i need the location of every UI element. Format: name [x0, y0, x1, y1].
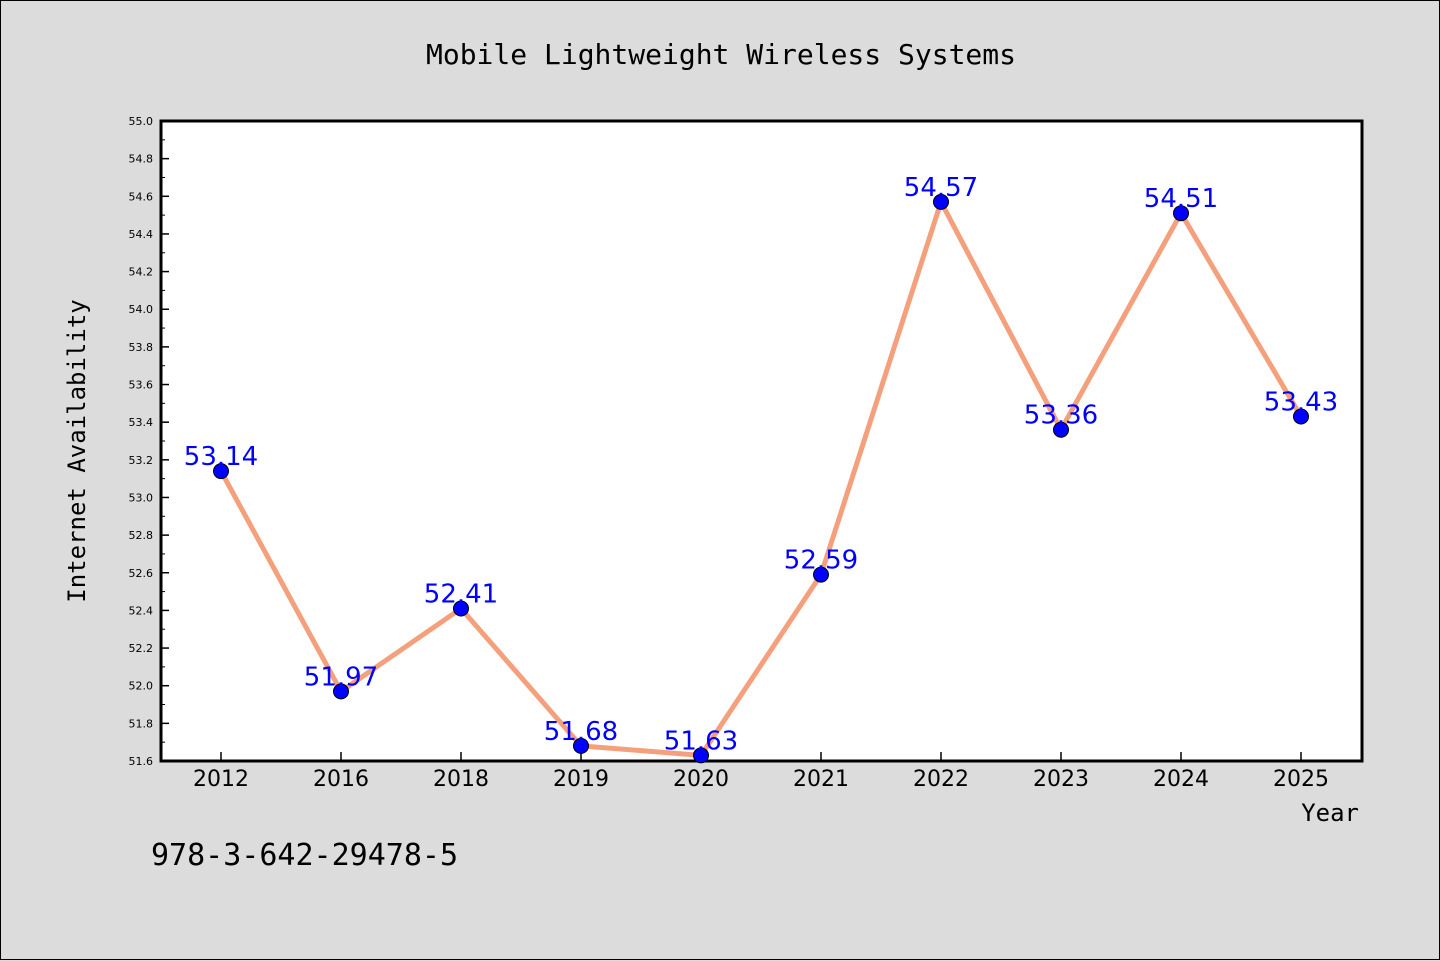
data-label-2018: 52.41	[424, 580, 498, 610]
y-axis: 51.6 51.8 52.0 52.2 52.4 52.6 52.8 53.0 53.2 53.4…	[129, 115, 169, 768]
data-point-2016	[333, 683, 349, 700]
y-tick-label: 51.8	[129, 717, 154, 730]
y-tick-label: 53.4	[129, 416, 154, 429]
plot-area	[159, 119, 1364, 763]
data-labels: 53.14 51.97 52.41 51.68 51.63 52.59 54.57 53.36…	[184, 173, 1338, 757]
y-tick-label: 55.0	[129, 115, 154, 128]
y-tick-label: 52.0	[129, 680, 154, 693]
y-tick-label: 53.6	[129, 379, 154, 392]
x-tick-label: 2019	[553, 767, 609, 792]
data-label-2023: 53.36	[1024, 401, 1098, 431]
data-point-2019	[573, 737, 589, 754]
y-tick-label: 54.4	[129, 228, 154, 241]
data-markers	[213, 193, 1309, 764]
data-point-2022	[933, 193, 949, 210]
y-tick-label: 52.2	[129, 642, 154, 655]
x-tick-label: 2012	[193, 767, 249, 792]
x-tick-label: 2021	[793, 767, 849, 792]
data-label-2012: 53.14	[184, 442, 258, 472]
x-axis: 2012 2016 2018 2019 2020 2021 2022 2023 2024 2025	[193, 752, 1329, 792]
series-line	[218, 199, 1304, 758]
x-tick-label: 2025	[1273, 767, 1329, 792]
data-point-2025	[1293, 408, 1309, 425]
y-tick-label: 53.0	[129, 491, 154, 504]
data-label-2019: 51.68	[544, 717, 618, 747]
data-point-2023	[1053, 421, 1069, 438]
y-tick-label: 53.2	[129, 454, 154, 467]
data-point-2021	[813, 566, 829, 583]
x-tick-label: 2023	[1033, 767, 1089, 792]
data-label-2022: 54.57	[904, 173, 978, 203]
y-tick-label: 54.0	[129, 303, 154, 316]
x-tick-label: 2020	[673, 767, 729, 792]
y-tick-label: 54.6	[129, 190, 154, 203]
data-label-2020: 51.63	[664, 726, 738, 756]
y-axis-label: Internet Availability	[63, 299, 91, 602]
x-tick-label: 2016	[313, 767, 369, 792]
chart-title: Mobile Lightweight Wireless Systems	[426, 38, 1016, 71]
x-tick-label: 2024	[1153, 767, 1209, 792]
x-tick-label: 2022	[913, 767, 969, 792]
data-point-2018	[453, 600, 469, 617]
footer-isbn: 978-3-642-29478-5	[151, 838, 458, 873]
y-tick-label: 53.8	[129, 341, 154, 354]
x-tick-label: 2018	[433, 767, 489, 792]
data-point-2012	[213, 463, 229, 480]
x-axis-label: Year	[1301, 799, 1359, 827]
data-point-2024	[1173, 205, 1189, 222]
data-label-2025: 53.43	[1264, 388, 1338, 418]
data-point-2020	[693, 747, 709, 764]
y-tick-label: 52.6	[129, 567, 154, 580]
y-tick-label: 52.4	[129, 604, 154, 617]
y-tick-label: 54.8	[129, 153, 154, 166]
data-label-2024: 54.51	[1144, 184, 1218, 214]
y-tick-label: 54.2	[129, 266, 154, 279]
y-tick-label: 51.6	[129, 755, 154, 768]
data-label-2021: 52.59	[784, 546, 858, 576]
data-label-2016: 51.97	[304, 662, 378, 692]
y-tick-label: 52.8	[129, 529, 154, 542]
